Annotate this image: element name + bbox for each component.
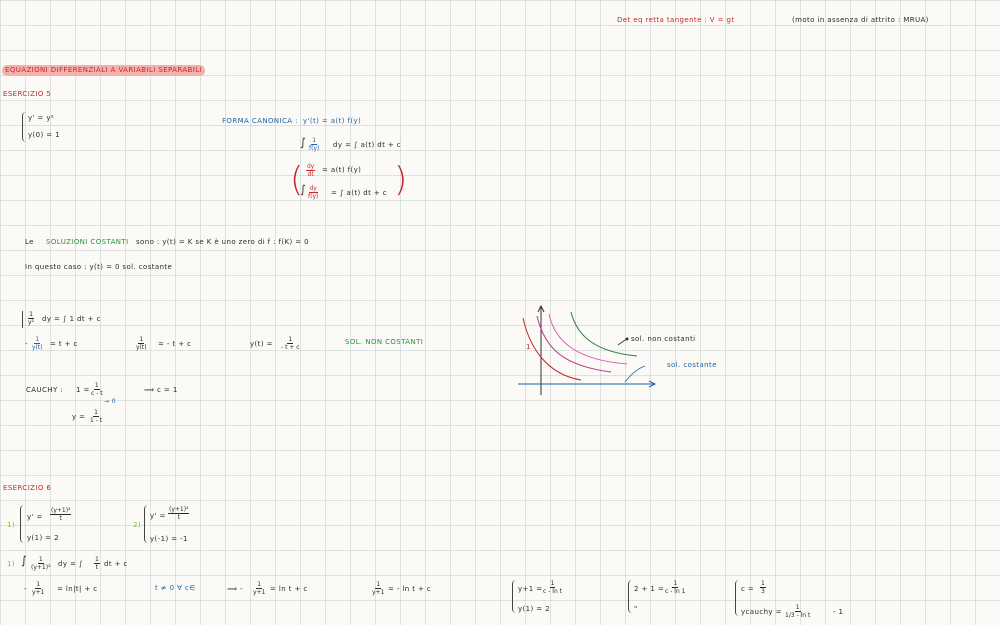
cauchy-label: CAUCHY :	[26, 386, 64, 394]
step2-fraction: 1 y(t)	[32, 336, 43, 351]
s1-mid: dy = ∫	[58, 560, 83, 568]
cauchy-pre: 1 =	[76, 386, 90, 394]
sys-c-eq-pre: c =	[741, 585, 755, 593]
solutions-graph	[518, 304, 657, 395]
forma-canonica-label: FORMA CANONICA :	[222, 117, 298, 125]
system-brace	[20, 505, 24, 543]
y-axis-arrow	[537, 304, 545, 313]
integral-sign: ∫	[21, 554, 28, 567]
soluzioni-costanti: SOLUZIONI COSTANTI	[46, 238, 129, 246]
int1-rest: dy = ∫ a(t) dt + c	[333, 141, 402, 149]
int1-fraction: 1 f(y)	[309, 137, 320, 152]
sys-b-eq-pre: 2 + 1 =	[634, 585, 665, 593]
sys-c-cauchy-pre: ycauchy =	[741, 608, 782, 616]
top-note-right: (moto in assenza di attrito : MRUA)	[792, 16, 929, 24]
cauchy-result: ⟹ c = 1	[144, 386, 178, 394]
step4-fraction: 1- t + c	[281, 336, 300, 351]
x-axis-arrow	[648, 380, 657, 388]
graph-label-costante: sol. costante	[667, 361, 717, 369]
p2-fraction: (y+1)² t	[168, 506, 190, 521]
sys-b-cond: "	[634, 605, 638, 613]
left-paren: (	[290, 160, 304, 200]
step1-fraction: 1 y²	[28, 311, 34, 326]
r-c-fraction: 1 y+1	[372, 581, 385, 596]
sys-a-eq-pre: y+1 =	[518, 585, 543, 593]
system-brace	[735, 580, 739, 616]
r-b-pre: ⟹ -	[227, 585, 243, 593]
p2-fraction: dy f(y)	[308, 185, 319, 200]
exercise-5-label: ESERCIZIO 5	[3, 90, 52, 98]
r-b-fraction: 1 y+1	[253, 581, 266, 596]
p2-cond: y(-1) = -1	[150, 535, 188, 543]
non-costanti-label: SOL. NON COSTANTI	[345, 338, 424, 346]
curve-green	[570, 311, 638, 357]
step2-rest: = t + c	[50, 340, 78, 348]
problem-1-label: 1)	[7, 521, 15, 529]
system-brace	[628, 580, 632, 613]
r-a-rest: = ln|t| + c	[57, 585, 98, 593]
p1-rest: = a(t) f(y)	[322, 166, 362, 174]
pointer-dot	[625, 337, 629, 341]
system-brace	[144, 505, 148, 543]
r-a-fraction: 1 y+1	[32, 581, 45, 596]
exercise-6-label: ESERCIZIO 6	[3, 484, 52, 492]
sys-c-cauchy-fraction: 1 1/3 - ln t	[785, 604, 811, 619]
forma-canonica-eq: y'(t) = a(t) f(y)	[303, 117, 362, 125]
system-eq-1: y' = y²	[28, 114, 55, 122]
costanti-post: sono : y(t) = K se K è uno zero di f : f…	[136, 238, 310, 246]
system-brace	[512, 580, 516, 613]
step1-rest: dy = ∫ 1 dt + c	[42, 315, 101, 323]
problem-2-label: 2)	[133, 521, 141, 529]
integral-bar	[22, 311, 23, 328]
step3-rest: = - t + c	[158, 340, 192, 348]
curve-magenta	[536, 315, 612, 373]
right-paren: )	[394, 160, 408, 200]
t-condition: t ≠ 0 ∀ c∈	[155, 584, 196, 592]
questo-caso: In questo caso : y(t) = 0 sol. costante	[25, 263, 173, 271]
pointer-blue	[624, 365, 646, 383]
solution-1-label: 1)	[7, 560, 15, 568]
r-b-rest: = ln t + c	[270, 585, 308, 593]
top-note-left: Det eq retta tangente : V = gt	[617, 16, 735, 24]
p2-eq-pre: y' =	[150, 512, 166, 520]
section-title: EQUAZIONI DIFFERENZIALI A VARIABILI SEPA…	[2, 65, 205, 76]
r-c-rest: = - ln t + c	[388, 585, 432, 593]
p1-eq-pre: y' =	[27, 513, 43, 521]
step3-fraction: 1 y(t)	[136, 336, 147, 351]
system-eq-2: y(0) = 1	[28, 131, 61, 139]
sys-a-cond: y(1) = 2	[518, 605, 551, 613]
system-brace	[22, 112, 26, 142]
r-a-pre: -	[24, 585, 27, 593]
integral-sign: ∫	[300, 183, 307, 196]
integral-sign: ∫	[300, 136, 307, 149]
costanti-pre: Le	[25, 238, 34, 246]
final-pre: y =	[72, 413, 86, 421]
graph-label-non-costanti: sol. non costanti	[631, 335, 696, 343]
p1-cond: y(1) = 2	[27, 534, 60, 542]
s1-rest: dt + c	[104, 560, 128, 568]
p1-fraction: dy dt	[306, 163, 316, 178]
s1-fraction: 1 (y+1)²	[31, 556, 51, 571]
p1-fraction: (y+1)² t	[50, 507, 72, 522]
p2-rest: = ∫ a(t) dt + c	[331, 189, 388, 197]
step2-pre: -	[25, 340, 28, 348]
cauchy-sub: → 0	[104, 398, 116, 405]
step4-pre: y(t) =	[250, 340, 273, 348]
sys-c-cauchy-post: - 1	[833, 608, 844, 616]
curve-pink	[548, 313, 628, 365]
curve-red	[522, 317, 582, 381]
graph-y-tick: 1	[526, 343, 531, 351]
